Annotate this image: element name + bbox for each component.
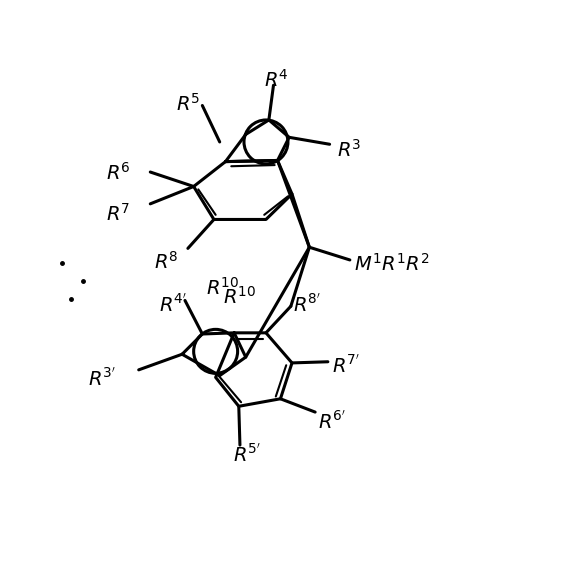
Text: $R^{10}$: $R^{10}$ (223, 285, 256, 308)
Text: $R^{8'}$: $R^{8'}$ (293, 294, 321, 316)
Text: $R^{7'}$: $R^{7'}$ (332, 355, 361, 377)
Text: $M^1R^1R^2$: $M^1R^1R^2$ (354, 252, 430, 274)
Text: $R^5$: $R^5$ (176, 93, 201, 114)
Text: $R^{3'}$: $R^{3'}$ (88, 368, 117, 390)
Text: $R^{10}$: $R^{10}$ (206, 276, 239, 299)
Text: $R^{6'}$: $R^{6'}$ (318, 411, 346, 433)
Text: $R^{4'}$: $R^{4'}$ (159, 294, 187, 316)
Text: $R^{5'}$: $R^{5'}$ (233, 443, 261, 465)
Text: $R^4$: $R^4$ (264, 69, 289, 90)
Text: $R^3$: $R^3$ (337, 139, 361, 161)
Text: $R^8$: $R^8$ (154, 251, 179, 272)
Text: $R^7$: $R^7$ (106, 203, 130, 225)
Text: $R^6$: $R^6$ (106, 162, 130, 184)
